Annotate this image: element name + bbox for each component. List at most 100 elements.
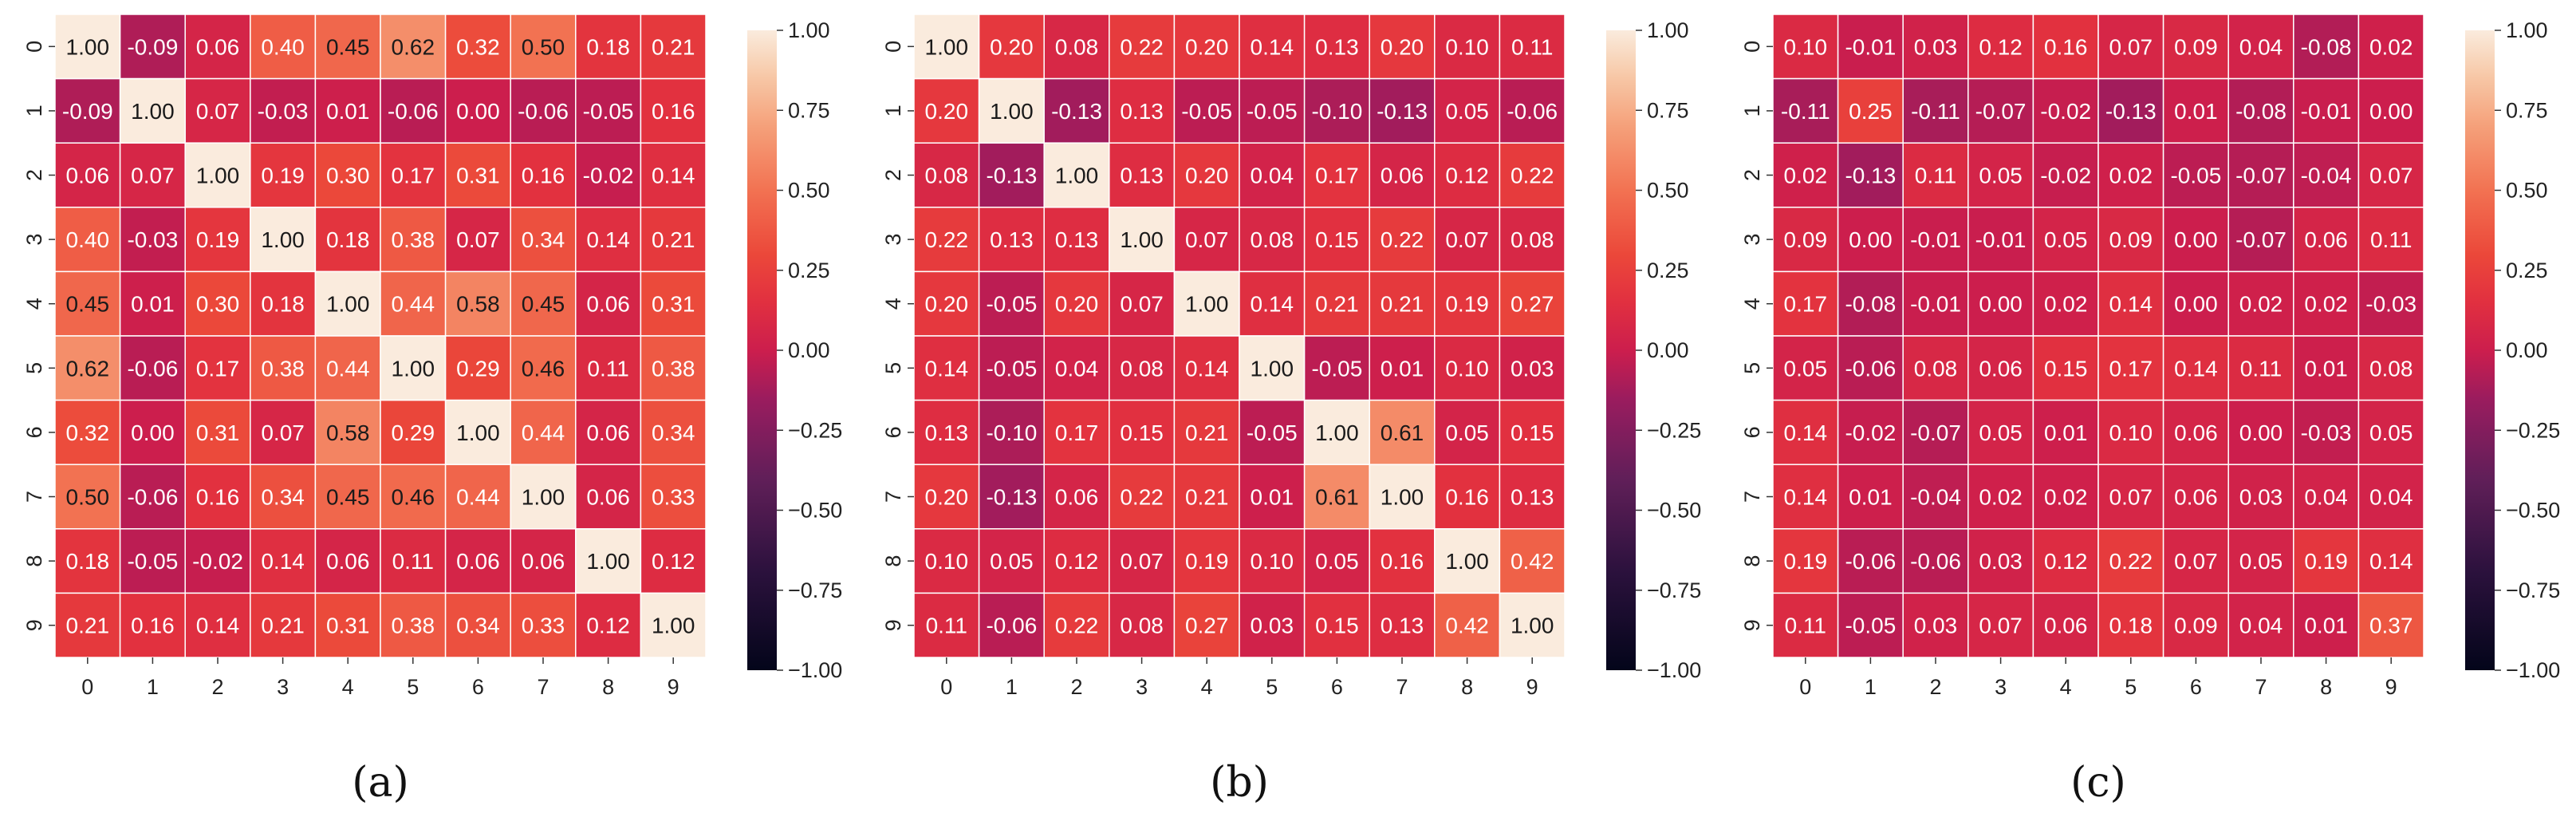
- cell-value-label: 0.38: [392, 614, 435, 638]
- heatmap-cell: [1772, 77, 1839, 144]
- cell-value-label: 1.00: [1251, 356, 1294, 381]
- cell-value-label: 0.13: [1120, 99, 1164, 124]
- heatmap-cell: [1303, 14, 1370, 80]
- cell-value-label: 0.02: [2239, 292, 2283, 317]
- x-tick-label: 4: [342, 675, 354, 699]
- heatmap-cell: [575, 528, 642, 594]
- heatmap-cell: [119, 270, 186, 337]
- heatmap-cell: [2162, 142, 2229, 208]
- heatmap-cell: [54, 14, 121, 80]
- heatmap-cell: [1303, 270, 1370, 337]
- heatmap-cell: [2032, 528, 2099, 594]
- cell-value-label: 0.22: [1120, 485, 1164, 510]
- cell-value-label: 0.07: [2369, 164, 2413, 188]
- x-tick-label: 5: [1266, 675, 1278, 699]
- heatmap-cell: [913, 142, 980, 208]
- heatmap-cell: [2293, 77, 2360, 144]
- colorbar-tick-label: −0.75: [2506, 578, 2560, 602]
- cell-value-label: -0.02: [2040, 164, 2091, 188]
- cell-value-label: -0.13: [1377, 99, 1428, 124]
- cell-value-label: -0.05: [986, 356, 1037, 381]
- cell-value-label: 0.08: [1055, 34, 1099, 59]
- cell-value-label: -0.05: [127, 549, 178, 574]
- heatmap-cell: [575, 464, 642, 530]
- heatmap-cell: [575, 399, 642, 465]
- cell-value-label: 0.06: [196, 34, 240, 59]
- cell-value-label: 0.08: [1251, 227, 1294, 252]
- heatmap-cell: [314, 464, 381, 530]
- cell-value-label: 0.22: [925, 227, 969, 252]
- heatmap-cell: [119, 142, 186, 208]
- cell-value-label: 0.07: [1185, 227, 1229, 252]
- cell-value-label: 0.05: [1445, 420, 1489, 445]
- cell-value-label: 0.05: [2239, 549, 2283, 574]
- y-tick-label: 4: [1740, 298, 1764, 310]
- cell-value-label: 1.00: [1315, 420, 1359, 445]
- cell-value-label: 0.06: [2174, 420, 2218, 445]
- cell-value-label: 0.50: [522, 34, 565, 59]
- cell-value-label: 0.07: [1979, 614, 2023, 638]
- cell-value-label: 0.11: [2240, 356, 2282, 381]
- cell-value-label: 0.15: [1315, 227, 1359, 252]
- cell-value-label: 1.00: [1445, 549, 1489, 574]
- heatmap-cell: [2162, 592, 2229, 658]
- heatmap-cell: [1043, 592, 1110, 658]
- heatmap-cell: [510, 270, 577, 337]
- cell-value-label: -0.07: [1975, 99, 2027, 124]
- heatmap-cell: [2227, 14, 2294, 80]
- y-tick-label: 5: [22, 362, 46, 374]
- cell-value-label: 0.08: [1120, 356, 1164, 381]
- heatmap-cell: [2032, 77, 2099, 144]
- x-tick-label: 5: [2125, 675, 2137, 699]
- cell-value-label: -0.01: [1975, 227, 2027, 252]
- heatmap-cell: [184, 14, 251, 80]
- colorbar-tick-label: −0.25: [2506, 418, 2560, 442]
- heatmap-cell: [1772, 270, 1839, 337]
- colorbar-tick-label: 0.25: [1647, 259, 1689, 282]
- cell-value-label: -0.03: [127, 227, 178, 252]
- cell-value-label: 0.18: [326, 227, 370, 252]
- heatmap-cell: [1109, 592, 1176, 658]
- heatmap-cell: [380, 77, 447, 144]
- heatmap-cell: [184, 270, 251, 337]
- heatmap-cell: [2032, 592, 2099, 658]
- cell-value-label: 0.03: [1251, 614, 1294, 638]
- cell-value-label: 0.17: [2109, 356, 2153, 381]
- heatmap-cell: [119, 77, 186, 144]
- y-tick-label: 6: [1740, 426, 1764, 438]
- cell-value-label: 0.40: [66, 227, 110, 252]
- heatmap-cell: [1434, 464, 1501, 530]
- cell-value-label: 0.02: [2044, 485, 2088, 510]
- cell-value-label: 0.32: [66, 420, 110, 445]
- cell-value-label: 0.12: [1979, 34, 2023, 59]
- heatmap-cell: [1772, 14, 1839, 80]
- heatmap-cell: [640, 528, 707, 594]
- heatmap-cell: [1499, 14, 1566, 80]
- heatmap-cell: [1043, 335, 1110, 401]
- heatmap-cell: [1303, 77, 1370, 144]
- cell-value-label: 0.11: [1511, 34, 1553, 59]
- heatmap-cell: [1043, 464, 1110, 530]
- cell-value-label: -0.08: [1845, 292, 1896, 317]
- cell-value-label: 0.00: [2174, 292, 2218, 317]
- cell-value-label: 0.10: [2109, 420, 2153, 445]
- cell-value-label: 0.06: [1055, 485, 1099, 510]
- heatmap-cell: [510, 592, 577, 658]
- colorbar-tick-label: −0.50: [2506, 499, 2560, 523]
- heatmap-cell: [913, 207, 980, 273]
- heatmap-cell: [640, 77, 707, 144]
- heatmap-cell: [380, 207, 447, 273]
- heatmap-cell: [1239, 142, 1306, 208]
- cell-value-label: 0.17: [1315, 164, 1359, 188]
- heatmap-cell: [1239, 592, 1306, 658]
- cell-value-label: 0.09: [1784, 227, 1828, 252]
- y-tick-label: 2: [881, 169, 905, 181]
- y-tick-label: 5: [881, 362, 905, 374]
- colorbar-tick-label: 1.00: [2506, 18, 2548, 42]
- cell-value-label: 0.05: [2369, 420, 2413, 445]
- cell-value-label: -0.06: [1845, 549, 1896, 574]
- y-tick-label: 0: [881, 41, 905, 53]
- cell-value-label: 0.31: [196, 420, 240, 445]
- cell-value-label: 0.00: [1849, 227, 1893, 252]
- heatmap-cell: [1369, 14, 1436, 80]
